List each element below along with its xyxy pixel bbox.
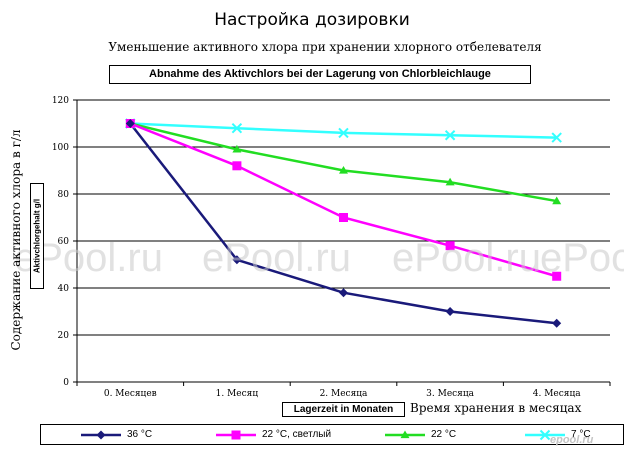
data-point-triangle bbox=[339, 166, 348, 174]
x-tick-label: 4. Месяца bbox=[533, 389, 581, 399]
legend-label: 22 °C, светлый bbox=[262, 429, 332, 440]
legend-swatch-icon bbox=[81, 429, 121, 441]
legend-item: 36 °C bbox=[81, 425, 152, 444]
data-point-square bbox=[552, 271, 562, 281]
data-point-diamond bbox=[339, 288, 348, 298]
y-tick-label: 40 bbox=[58, 284, 70, 294]
data-point-x-stroke bbox=[231, 122, 243, 134]
data-point-diamond bbox=[445, 307, 455, 316]
series-line bbox=[130, 122, 557, 139]
watermark: ePool.ru bbox=[202, 236, 351, 280]
data-point-diamond bbox=[125, 119, 135, 128]
data-point-triangle bbox=[445, 177, 455, 186]
data-point-x-stroke bbox=[338, 127, 349, 139]
legend-swatch-icon bbox=[385, 429, 425, 441]
data-point-square bbox=[339, 213, 348, 222]
data-point-x bbox=[551, 132, 562, 143]
chart-title: Уменьшение активного хлора при хранении … bbox=[108, 40, 542, 54]
x-tick-label: 3. Месяца bbox=[426, 389, 474, 399]
legend-label: 7 °C bbox=[571, 429, 591, 440]
y-axis-label-german: Aktivchlorgehalt g/l bbox=[30, 183, 44, 289]
legend-swatch-icon bbox=[525, 429, 565, 441]
y-tick-label: 120 bbox=[52, 96, 69, 106]
data-point-square bbox=[231, 430, 241, 439]
data-point-triangle bbox=[400, 430, 410, 438]
page-title: Настройка дозировки bbox=[214, 10, 410, 30]
legend-label: 22 °C bbox=[431, 429, 457, 440]
data-point-triangle bbox=[552, 196, 562, 205]
legend-item: 22 °C, светлый bbox=[216, 425, 331, 444]
data-point-square bbox=[232, 161, 242, 171]
watermark: ePool.ru bbox=[540, 236, 624, 280]
data-point-square bbox=[445, 241, 455, 251]
legend-label: 36 °C bbox=[127, 429, 153, 440]
y-tick-label: 0 bbox=[63, 378, 69, 388]
data-point-x bbox=[444, 130, 456, 141]
x-tick-label: 2. Месяца bbox=[320, 389, 368, 399]
chart-subtitle-german: Abnahme des Aktivchlors bei der Lagerung… bbox=[109, 65, 531, 84]
gridlines bbox=[77, 99, 610, 336]
legend-item: 22 °C bbox=[385, 425, 456, 444]
tick-labels: 0 20 40 60 80 100 120 0. Месяцев 1. Месяц 2. Меся… bbox=[52, 96, 581, 399]
x-axis-label-german: Lagerzeit in Monaten bbox=[282, 402, 405, 417]
y-tick-label: 60 bbox=[58, 237, 70, 247]
y-tick-label: 80 bbox=[58, 190, 70, 200]
watermark: ePool.ru bbox=[392, 236, 541, 280]
y-tick-label: 100 bbox=[52, 143, 69, 153]
data-point-diamond bbox=[232, 255, 242, 265]
watermark-corner: epool.ru bbox=[550, 434, 594, 446]
x-axis-label: Время хранения в месяцах bbox=[410, 401, 582, 415]
data-point-x bbox=[338, 127, 349, 139]
y-tick-label: 20 bbox=[58, 331, 70, 341]
data-point-triangle bbox=[232, 144, 242, 153]
x-tick-label: 0. Месяцев bbox=[104, 389, 157, 399]
data-markers bbox=[125, 118, 562, 328]
legend-item: 7 °C bbox=[525, 425, 591, 444]
chart-legend: 36 °C 22 °C, светлый 22 °C 7 °C bbox=[40, 424, 624, 445]
data-point-x bbox=[539, 429, 551, 440]
data-point-diamond bbox=[96, 430, 106, 439]
data-point-diamond bbox=[552, 318, 562, 328]
legend-swatch-icon bbox=[216, 429, 256, 441]
x-tick-label: 1. Месяц bbox=[216, 389, 259, 399]
data-point-x-stroke bbox=[539, 429, 551, 440]
data-point-x bbox=[231, 122, 243, 134]
axes bbox=[73, 99, 611, 386]
data-point-x-stroke bbox=[444, 130, 456, 141]
data-point-x-stroke bbox=[551, 132, 562, 143]
